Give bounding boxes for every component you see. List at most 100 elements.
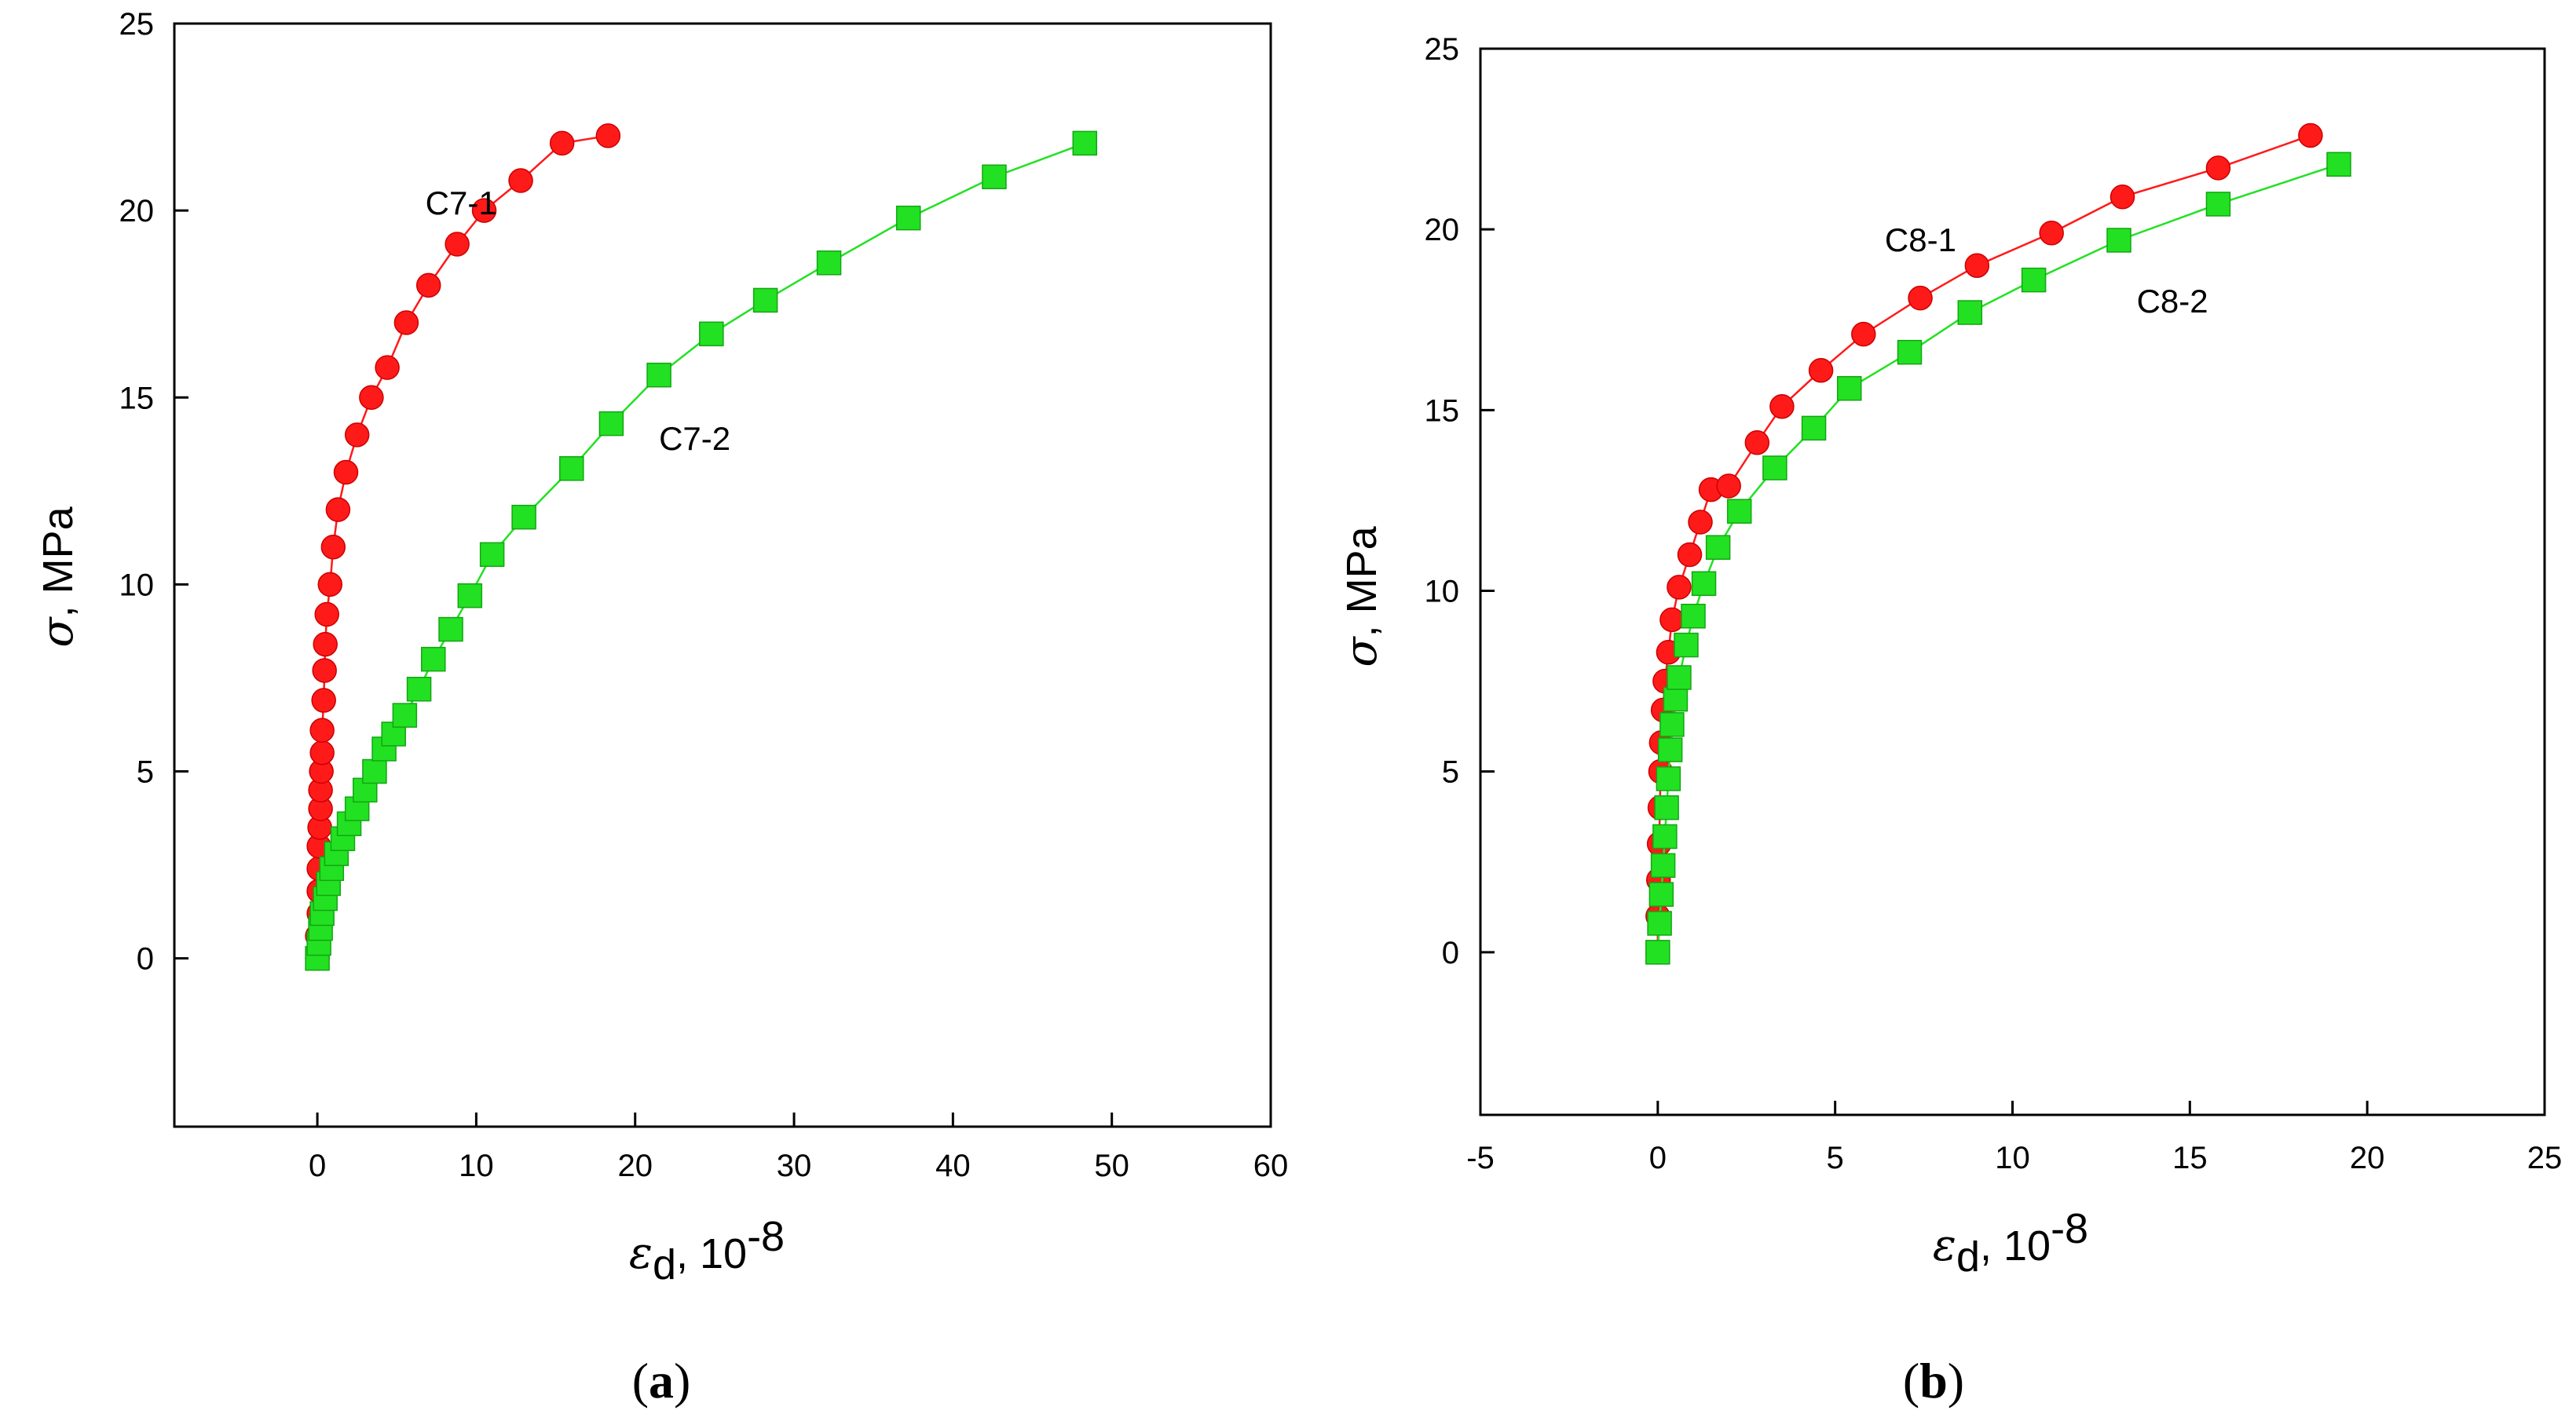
x-axis-title: εd, 10-8 <box>629 1213 785 1288</box>
data-point <box>1808 357 1834 383</box>
data-point <box>1659 607 1685 633</box>
series-C8-2: C8-2 <box>1645 152 2351 965</box>
data-point <box>1072 130 1098 156</box>
data-point <box>2205 192 2231 217</box>
x-axis-title: εd, 10-8 <box>1933 1205 2088 1281</box>
data-point <box>1744 430 1770 455</box>
data-point <box>1667 665 1692 690</box>
y-tick-label: 15 <box>119 381 155 415</box>
data-point <box>457 583 483 608</box>
data-point <box>1726 499 1752 524</box>
data-point <box>375 355 400 380</box>
y-tick-label: 10 <box>119 568 155 602</box>
x-tick-label: 40 <box>935 1149 971 1183</box>
series-label: C7-1 <box>426 185 497 221</box>
data-point <box>1677 542 1703 568</box>
y-tick-label: 25 <box>1425 32 1460 67</box>
x-tick-label: 0 <box>1649 1141 1667 1175</box>
x-tick-label: 20 <box>617 1149 653 1183</box>
data-point <box>393 310 419 335</box>
x-tick-label: 0 <box>309 1149 326 1183</box>
data-point <box>309 718 335 743</box>
data-point <box>312 658 337 683</box>
y-tick-label: 0 <box>1442 936 1459 970</box>
series-line <box>316 142 1085 959</box>
data-point <box>362 758 387 784</box>
data-point <box>333 459 359 485</box>
x-tick-label: 50 <box>1094 1149 1129 1183</box>
data-point <box>392 703 418 728</box>
data-point <box>1657 737 1683 762</box>
series-label: C8-2 <box>2137 283 2208 320</box>
series-label: C7-2 <box>659 420 730 457</box>
data-point <box>1908 285 1933 311</box>
data-point <box>1656 766 1681 791</box>
data-point <box>508 168 533 193</box>
data-point <box>406 677 432 702</box>
y-axis-title: σ, MPa <box>1336 525 1387 667</box>
series-label: C8-1 <box>1885 221 1956 258</box>
y-tick-label: 20 <box>119 194 155 228</box>
data-point <box>1663 686 1689 712</box>
data-point <box>1691 571 1717 597</box>
data-point <box>1648 882 1674 907</box>
x-tick-label: 60 <box>1253 1149 1289 1183</box>
data-point <box>982 164 1007 190</box>
x-tick-label: -5 <box>1466 1141 1495 1175</box>
data-point <box>2109 184 2135 210</box>
y-tick-label: 15 <box>1425 393 1460 428</box>
data-point <box>311 688 336 713</box>
data-point <box>1957 300 1983 325</box>
y-tick-label: 25 <box>119 7 155 42</box>
y-tick-label: 10 <box>1425 575 1460 609</box>
data-point <box>1688 510 1713 535</box>
data-point <box>549 130 575 156</box>
data-point <box>646 362 671 388</box>
data-point <box>1681 603 1706 629</box>
data-point <box>344 422 370 448</box>
data-point <box>325 497 351 522</box>
data-point <box>1645 940 1670 965</box>
data-point <box>1654 795 1679 820</box>
data-point <box>421 646 446 672</box>
data-point <box>309 740 335 765</box>
data-point <box>1674 632 1699 658</box>
data-point <box>1647 911 1672 936</box>
data-point <box>2205 155 2231 181</box>
panel-caption: (b) <box>1903 1353 1964 1409</box>
data-point <box>2298 122 2323 148</box>
data-point <box>438 616 463 642</box>
y-tick-label: 20 <box>1425 213 1460 247</box>
y-tick-label: 5 <box>1442 755 1459 790</box>
data-point <box>1762 455 1787 480</box>
chart-panel-a: 0 10 20 30 40 50 60 0 5 10 15 20 25 εd, 10-8 σ, MPa C7-… <box>32 7 1288 1409</box>
data-point <box>895 205 921 231</box>
data-point <box>313 631 338 657</box>
data-point <box>559 456 584 481</box>
data-point <box>752 287 778 313</box>
y-tick-label: 0 <box>137 942 154 977</box>
data-point <box>2326 152 2351 177</box>
x-tick-label: 10 <box>459 1149 494 1183</box>
data-point <box>1659 712 1685 737</box>
x-tick-label: 25 <box>2527 1141 2563 1175</box>
data-point <box>359 385 384 411</box>
data-point <box>816 250 842 276</box>
data-point <box>320 535 346 560</box>
x-tick-label: 20 <box>2350 1141 2385 1175</box>
data-point <box>1650 853 1676 879</box>
data-point <box>1769 393 1795 419</box>
x-tick-label: 5 <box>1827 1141 1844 1175</box>
data-point <box>2021 267 2047 293</box>
data-point <box>1964 253 1990 278</box>
data-point <box>1705 535 1731 561</box>
data-point <box>595 123 621 148</box>
data-point <box>1716 473 1741 499</box>
data-point <box>2039 221 2064 246</box>
data-point <box>1897 339 1923 365</box>
data-point <box>314 601 339 627</box>
data-point <box>1851 321 1876 347</box>
x-tick-label: 10 <box>1995 1141 2030 1175</box>
data-point <box>479 542 505 568</box>
data-point <box>445 232 470 257</box>
